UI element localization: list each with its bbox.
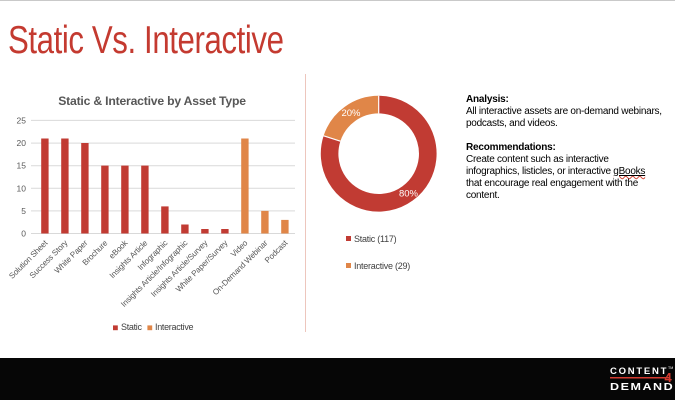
svg-text:4: 4 <box>665 370 673 385</box>
svg-text:CONTENT: CONTENT <box>610 366 668 377</box>
svg-text:10: 10 <box>17 183 27 193</box>
svg-text:20: 20 <box>17 138 27 148</box>
svg-text:15: 15 <box>17 161 27 171</box>
svg-text:80%: 80% <box>399 188 419 199</box>
svg-text:Podcast: Podcast <box>263 238 290 265</box>
svg-text:DEMAND: DEMAND <box>610 382 674 392</box>
svg-text:5: 5 <box>21 206 26 216</box>
svg-text:25: 25 <box>17 115 27 125</box>
svg-text:20%: 20% <box>341 108 361 119</box>
svg-text:Interactive: Interactive <box>155 322 194 332</box>
svg-text:0: 0 <box>21 229 26 239</box>
svg-text:Static & Interactive by Asset: Static & Interactive by Asset Type <box>58 94 246 108</box>
svg-text:TM: TM <box>668 366 673 370</box>
svg-text:Static: Static <box>121 322 143 332</box>
